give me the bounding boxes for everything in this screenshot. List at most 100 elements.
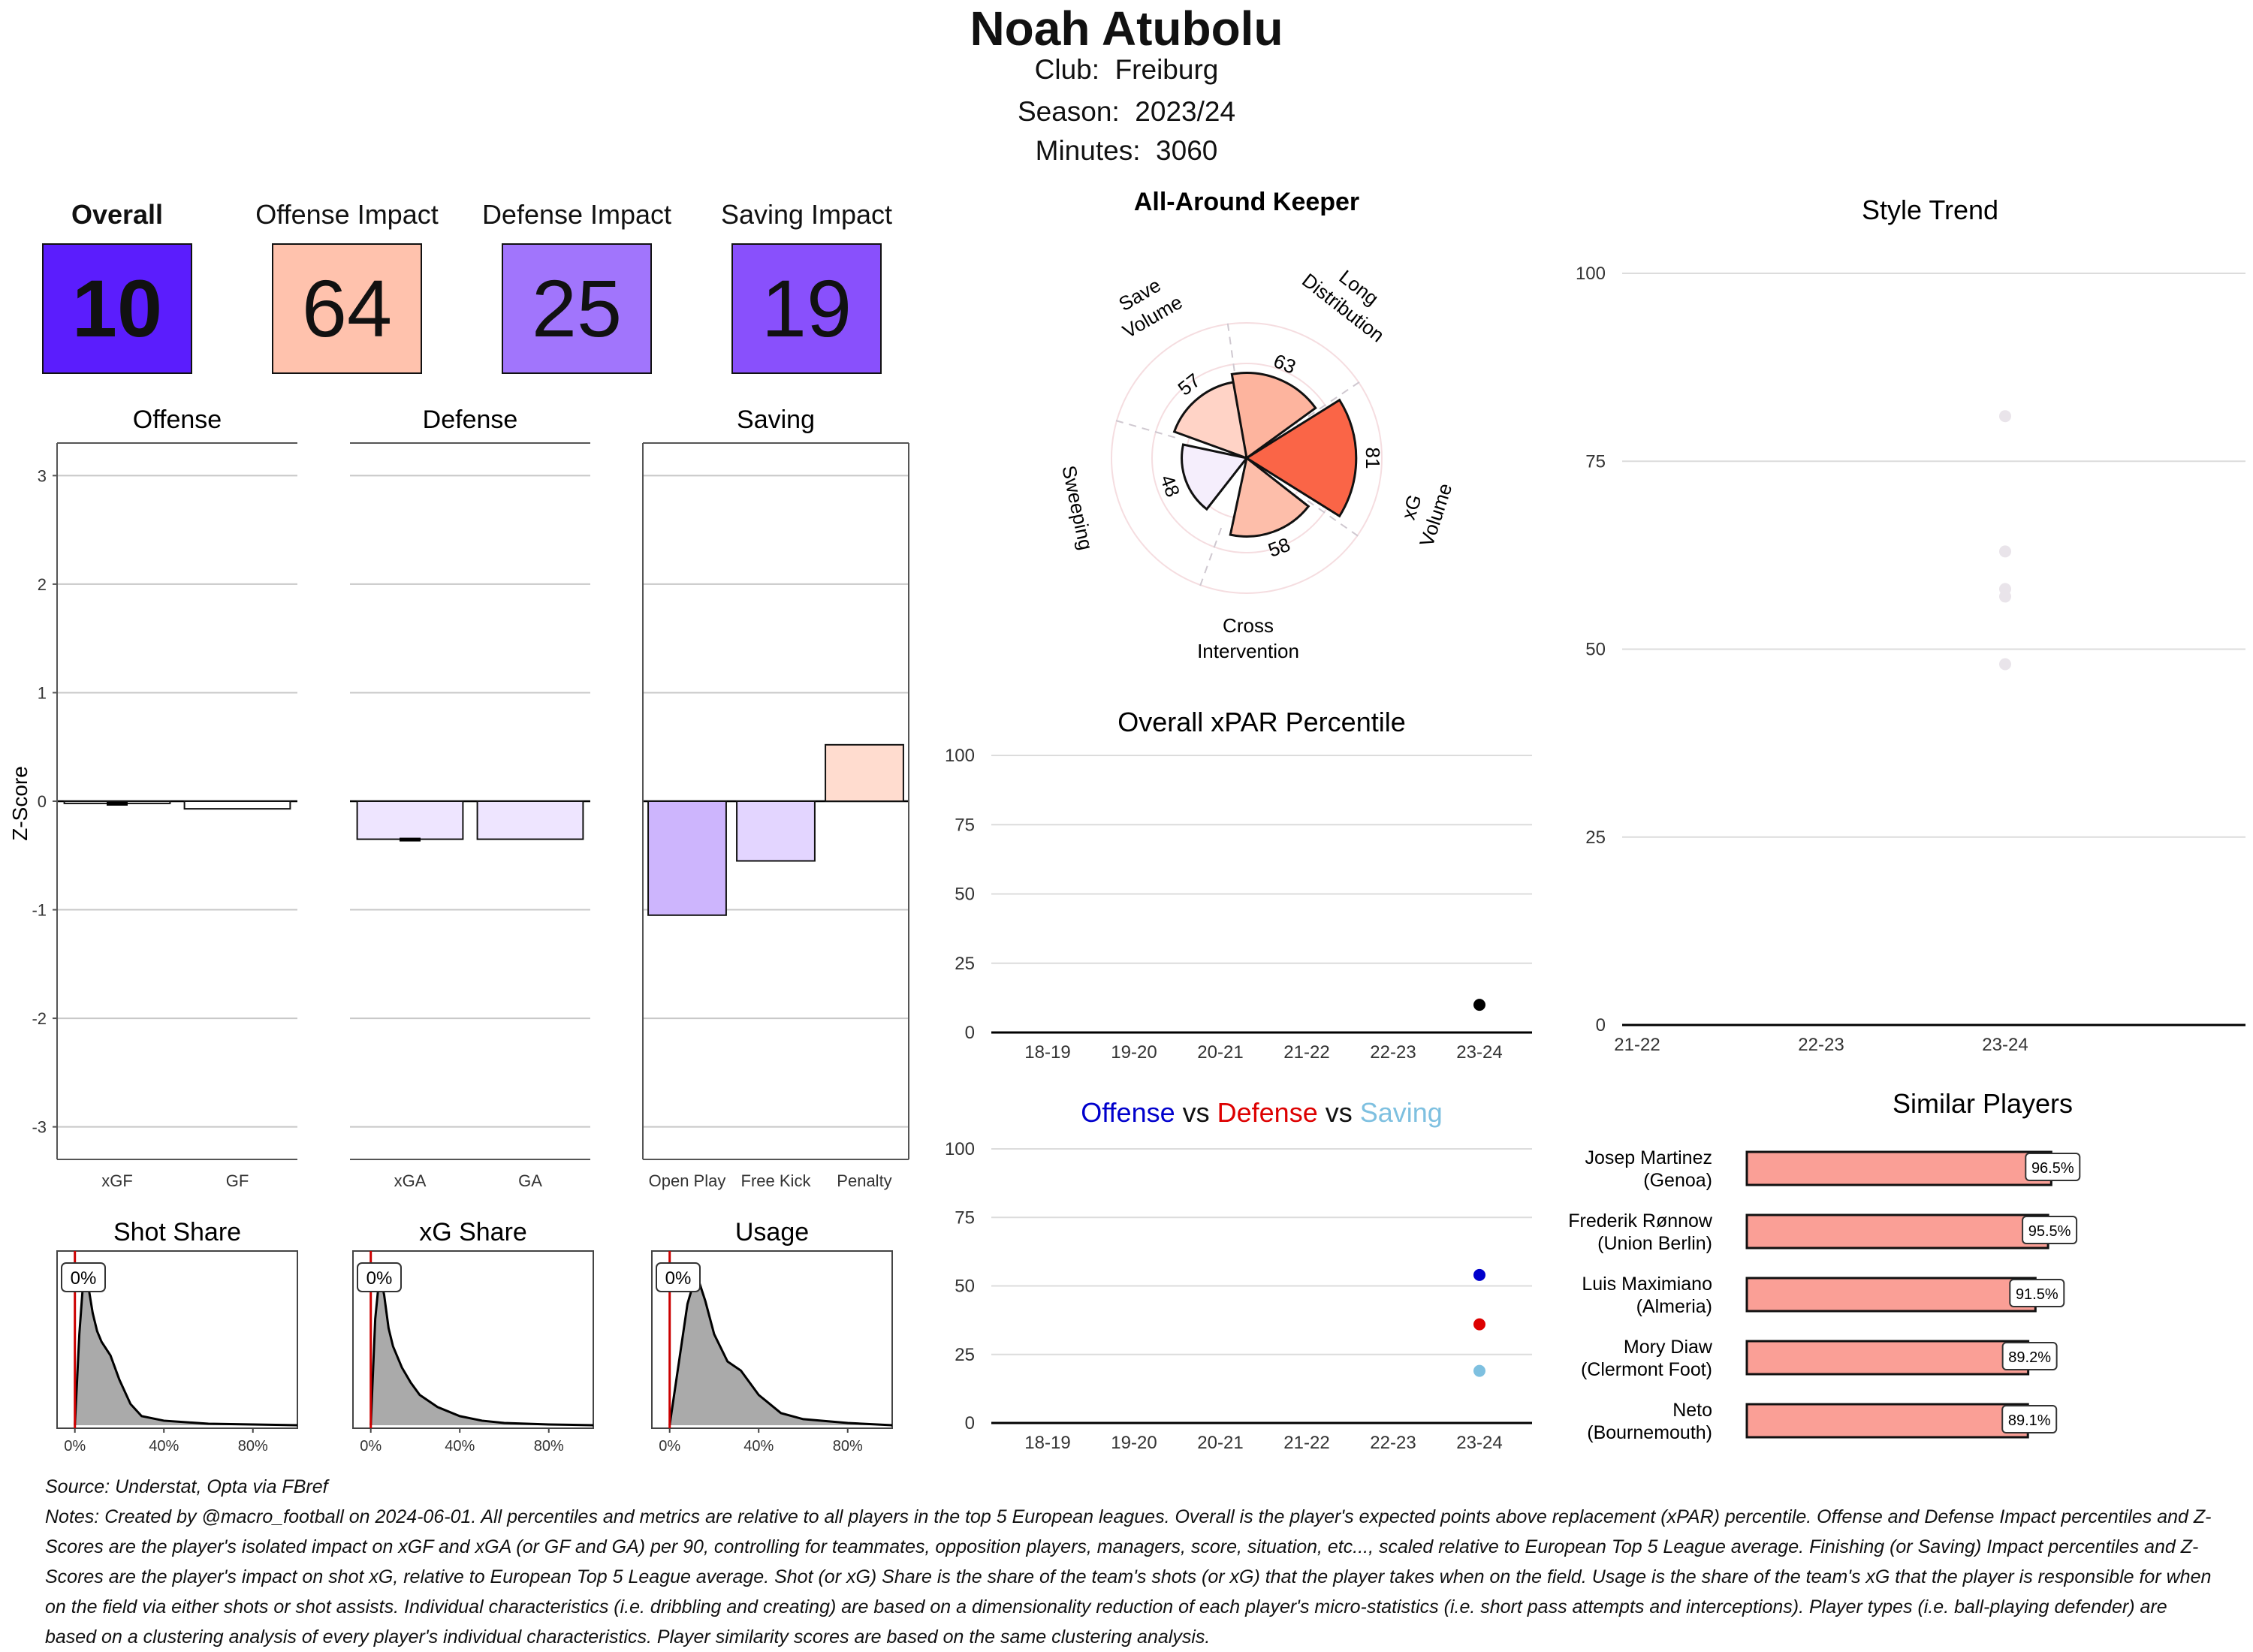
ods-title-offense: Offense	[1081, 1097, 1175, 1128]
overall-title: Overall	[71, 199, 164, 230]
similar-player-row: Frederik Rønnow(Union Berlin) 95.5%	[1568, 1210, 2078, 1254]
density-badge-text: 0%	[665, 1268, 692, 1289]
radar-chart: All-Around Keeper4857638158SaveVolumeLon…	[1057, 188, 1457, 662]
error-bar	[107, 801, 128, 806]
y-tick-label: 0	[965, 1413, 975, 1433]
x-tick-label: 22-23	[1370, 1433, 1416, 1453]
y-tick-label: 25	[1585, 828, 1606, 848]
style-trend-chart: Style Trend 100 75 50 25 0 21-22 22-23 23-24	[1576, 194, 2245, 1055]
footer: Source: Understat, Opta via FBref Notes:…	[45, 1472, 2223, 1652]
saving-impact-box: 19	[731, 243, 882, 374]
ods-chart: Offense vs Defense vs Saving 100 75 50 25 0 18…	[945, 1097, 1532, 1453]
ods-point-defense	[1473, 1318, 1485, 1331]
x-tick-label: 22-23	[1798, 1035, 1844, 1055]
zscore-panel-saving: Saving Open Play Free Kick Penalty	[642, 405, 909, 1190]
radar-value-label: 58	[1265, 533, 1293, 562]
radar-separator	[1110, 418, 1176, 439]
similar-player-name: Frederik Rønnow	[1568, 1210, 1713, 1231]
density-panel-xg-share: xG Share 0% 0% 40% 80%	[352, 1218, 594, 1455]
style-trend-point	[1999, 590, 2011, 603]
zscore-category-label: GF	[226, 1171, 249, 1190]
notes-text: Notes: Created by @macro_football on 202…	[45, 1506, 2212, 1647]
ods-title-vs: vs	[1175, 1097, 1217, 1128]
similarity-score-label: 89.2%	[2008, 1349, 2051, 1366]
y-tick-label: 100	[1576, 264, 1606, 284]
similar-player-club: (Union Berlin)	[1597, 1233, 1712, 1254]
defense-impact-title: Defense Impact	[481, 199, 672, 230]
minutes-line: Minutes: 3060	[0, 134, 2253, 168]
zscore-panel-title: Offense	[133, 405, 222, 434]
similar-player-row: Mory Diaw(Clermont Foot) 89.2%	[1581, 1337, 2058, 1380]
club-line: Club: Freiburg	[0, 53, 2253, 87]
season-line: Season: 2023/24	[0, 95, 2253, 129]
similarity-score-label: 95.5%	[2028, 1223, 2071, 1240]
similar-player-club: (Genoa)	[1643, 1170, 1712, 1191]
zscore-bar-open-play	[647, 800, 727, 916]
x-tick-label: 20-21	[1197, 1042, 1243, 1063]
density-area	[669, 1274, 892, 1425]
y-tick-label: 75	[1585, 451, 1606, 472]
density-title: xG Share	[419, 1218, 527, 1247]
similar-player-club: (Bournemouth)	[1587, 1422, 1712, 1443]
density-badge-text: 0%	[71, 1268, 97, 1289]
zscore-panel-defense: Defense xGA GA	[350, 405, 590, 1190]
style-trend-point	[1999, 658, 2011, 671]
source-text: Source: Understat, Opta via FBref	[45, 1476, 328, 1497]
x-tick-label: 23-24	[1456, 1433, 1502, 1453]
zscore-category-label: Free Kick	[741, 1171, 812, 1190]
style-trend-point	[1999, 410, 2011, 423]
similarity-bar	[1745, 1340, 2030, 1376]
y-tick-label: 50	[955, 885, 975, 905]
similarity-bar	[1745, 1403, 2029, 1439]
radar-label-xg-volume: xGVolume	[1391, 472, 1457, 549]
zscore-tick-label: -1	[32, 901, 47, 920]
density-tick-label: 0%	[360, 1438, 382, 1455]
zscore-bar-free-kick	[736, 800, 816, 862]
xpar-chart: Overall xPAR Percentile 100 75 50 25 0 18-19 19…	[945, 707, 1532, 1063]
density-panel-usage: Usage 0% 0% 40% 80%	[651, 1218, 893, 1455]
similar-player-club: (Clermont Foot)	[1581, 1359, 1712, 1380]
zscore-chart: Z-Score Offense 3 2 1 0 -1 -2 -3 xGF GF Defense xGA…	[8, 405, 909, 1190]
density-tick-label: 80%	[534, 1438, 564, 1455]
zscore-category-label: Open Play	[649, 1171, 726, 1190]
radar-label-sweeping: Sweeping	[1057, 463, 1097, 552]
y-tick-label: 75	[955, 1207, 975, 1228]
x-tick-label: 21-22	[1283, 1042, 1329, 1063]
zscore-bar-xga	[356, 800, 464, 840]
similar-player-name: Luis Maximiano	[1582, 1274, 1712, 1295]
minutes-label: Minutes:	[1035, 135, 1141, 166]
y-tick-label: 25	[955, 954, 975, 974]
density-badge-text: 0%	[366, 1268, 393, 1289]
offense-impact-title: Offense Impact	[255, 199, 439, 230]
zscore-tick-label: -3	[32, 1118, 47, 1137]
radar-segment-save-volume	[1181, 443, 1249, 511]
density-panel-shot-share: Shot Share 0% 0% 40% 80%	[56, 1218, 298, 1455]
similar-player-name: Mory Diaw	[1624, 1337, 1713, 1358]
similarity-bar	[1745, 1277, 2037, 1313]
similar-player-name: Josep Martinez	[1585, 1147, 1712, 1168]
radar-grid-circle	[1111, 322, 1383, 594]
offense-impact-box: 64	[272, 243, 422, 374]
similar-player-club: (Almeria)	[1636, 1296, 1712, 1317]
similarity-score-label: 91.5%	[2016, 1286, 2058, 1303]
radar-segment-xg-volume	[1230, 372, 1317, 460]
zscore-tick-label: 1	[38, 683, 47, 702]
zscore-tick-label: 2	[38, 575, 47, 594]
ods-title-saving: Saving	[1360, 1097, 1443, 1128]
density-tick-label: 40%	[149, 1438, 179, 1455]
player-name: Noah Atubolu	[970, 2, 1283, 56]
radar-value-label: 57	[1174, 369, 1205, 399]
error-bar	[400, 837, 421, 842]
x-tick-label: 23-24	[1456, 1042, 1502, 1063]
x-tick-label: 20-21	[1197, 1433, 1243, 1453]
radar-segment-sweeping	[1229, 456, 1310, 538]
style-trend-point	[1999, 545, 2011, 558]
zscore-category-label: xGA	[394, 1171, 427, 1190]
zscore-category-label: GA	[518, 1171, 542, 1190]
saving-impact-title: Saving Impact	[720, 199, 893, 230]
density-badge	[357, 1262, 402, 1292]
similarity-score-label: 89.1%	[2008, 1412, 2051, 1429]
similarity-badge	[2001, 1342, 2058, 1370]
xpar-title: Overall xPAR Percentile	[1117, 707, 1405, 737]
